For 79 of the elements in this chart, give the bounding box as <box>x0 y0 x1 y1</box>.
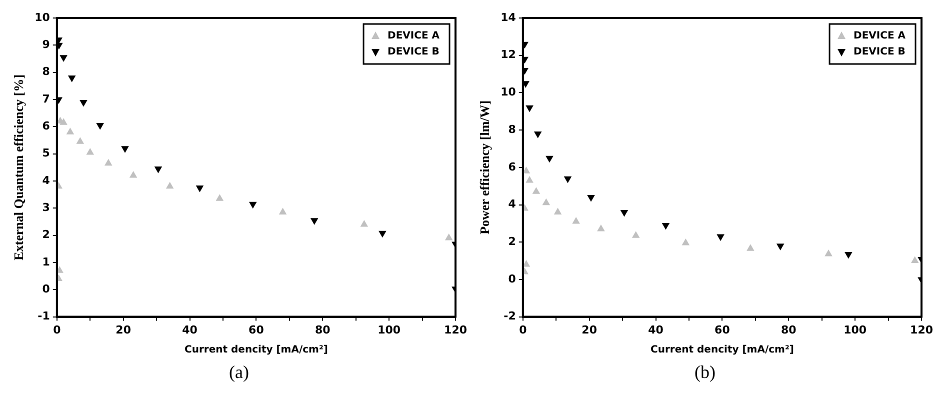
point <box>60 55 68 62</box>
point <box>60 118 68 125</box>
point <box>104 158 112 166</box>
x-tick-label: 0 <box>53 323 62 336</box>
y-tick-label: 7 <box>42 92 50 106</box>
y-tick-label: 2 <box>508 234 516 248</box>
point <box>746 244 754 251</box>
x-tick-label: 120 <box>444 323 468 336</box>
y-tick-label: 12 <box>500 48 516 62</box>
y-tick-label: 10 <box>500 86 516 99</box>
x-tick-label: 40 <box>648 323 664 336</box>
y-tick-label: 1 <box>42 255 50 268</box>
y-tick-label: 2 <box>42 228 50 242</box>
y-tick-label: 14 <box>500 10 516 24</box>
text: (b) <box>694 361 716 384</box>
point <box>682 238 690 246</box>
y-tick-label: 3 <box>42 201 50 214</box>
x-tick-label: 0 <box>519 323 528 336</box>
y-tick-label: 8 <box>508 122 516 136</box>
y-tick-label: 0 <box>508 272 516 286</box>
point <box>534 132 542 138</box>
point <box>86 148 94 155</box>
x-tick-label: 20 <box>116 323 132 336</box>
x-tick-label: 80 <box>314 323 331 336</box>
y-tick-label: 10 <box>34 10 50 24</box>
x-tick-label: 20 <box>582 323 598 336</box>
x-axis-title: Current dencity [mA/cm²] <box>184 344 328 356</box>
y-tick-label: -1 <box>38 310 50 323</box>
point <box>910 256 919 264</box>
point <box>96 123 104 130</box>
x-tick-label: 100 <box>378 323 401 336</box>
text: (a) <box>229 361 249 384</box>
y-tick-label: -2 <box>504 310 516 323</box>
point <box>522 260 530 267</box>
point <box>526 105 534 112</box>
y-axis-title: Power efficiency [lm/W] <box>477 100 492 234</box>
legend-label: DEVICE A <box>854 30 906 42</box>
point <box>564 176 572 184</box>
point <box>68 76 76 82</box>
point <box>542 198 550 206</box>
point <box>56 266 64 273</box>
point <box>522 166 530 174</box>
legend-label: DEVICE B <box>388 46 440 58</box>
point <box>129 171 138 178</box>
x-tick-label: 40 <box>182 323 198 336</box>
y-tick-label: 6 <box>508 160 516 174</box>
y-tick-label: 4 <box>42 174 50 187</box>
y-tick-label: 6 <box>42 120 50 133</box>
legend-label: DEVICE A <box>388 30 440 42</box>
point <box>572 217 580 224</box>
point <box>216 194 224 201</box>
y-tick-label: 9 <box>42 38 50 52</box>
y-tick-label: 4 <box>508 198 516 211</box>
point <box>76 137 84 144</box>
x-tick-label: 120 <box>910 323 934 336</box>
x-tick-label: 80 <box>780 323 797 336</box>
point <box>554 208 562 214</box>
point <box>597 224 605 232</box>
point <box>532 187 540 194</box>
y-tick-label: 8 <box>42 65 50 78</box>
point <box>66 128 74 134</box>
point <box>444 234 453 240</box>
point <box>632 231 640 238</box>
point <box>824 250 832 256</box>
y-tick-label: 0 <box>42 282 50 296</box>
x-axis-title: Current dencity [mA/cm²] <box>650 344 794 356</box>
point <box>526 176 534 183</box>
x-tick-label: 60 <box>248 323 264 336</box>
legend-label: DEVICE B <box>854 46 906 58</box>
point <box>80 100 88 107</box>
point <box>278 208 287 214</box>
y-tick-label: 5 <box>42 146 50 160</box>
point <box>121 146 129 153</box>
point <box>360 220 368 227</box>
x-tick-label: 60 <box>714 323 730 336</box>
point <box>166 182 174 189</box>
y-axis-title: External Quantum efficiency [%] <box>11 74 26 260</box>
point <box>546 156 554 163</box>
x-tick-label: 100 <box>844 323 867 336</box>
